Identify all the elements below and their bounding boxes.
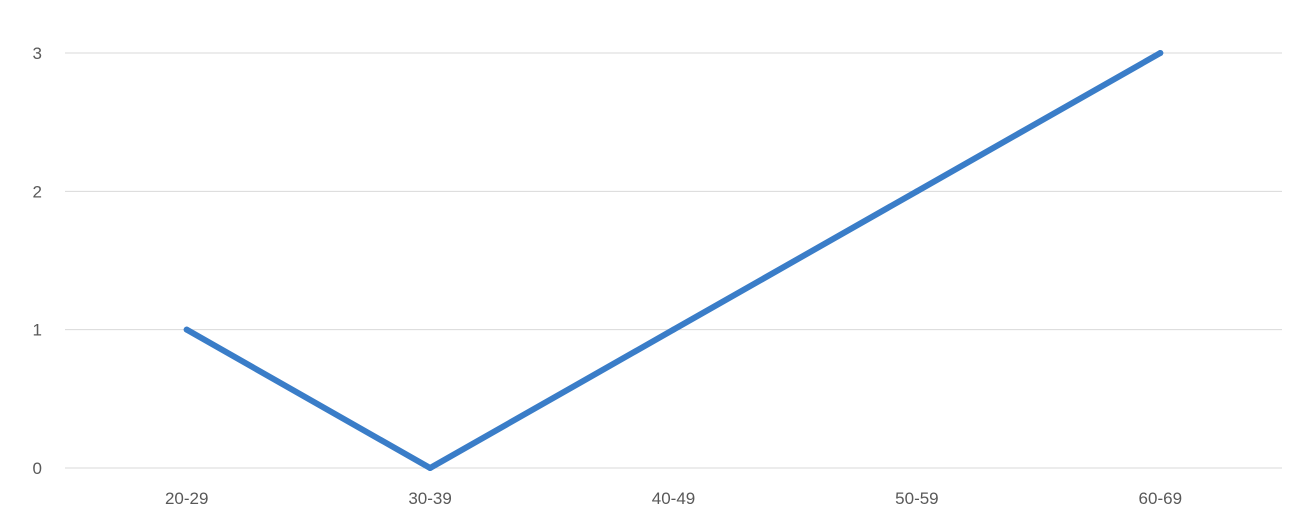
data-point [670, 326, 677, 333]
series-group [183, 50, 1164, 471]
x-axis: 20-29 30-39 40-49 50-59 60-69 [165, 489, 1182, 508]
y-tick-label: 3 [33, 44, 42, 63]
y-axis: 0 1 2 3 [33, 44, 42, 478]
y-tick-label: 0 [33, 459, 42, 478]
gridlines [65, 52, 1282, 469]
series-line [183, 50, 1164, 471]
x-tick-label: 50-59 [895, 489, 938, 508]
data-point [183, 326, 190, 333]
data-point [1157, 50, 1164, 56]
x-tick-label: 20-29 [165, 489, 208, 508]
data-point [913, 188, 920, 195]
x-tick-label: 40-49 [652, 489, 695, 508]
y-tick-label: 2 [33, 182, 42, 201]
data-point [427, 465, 434, 471]
x-tick-label: 60-69 [1139, 489, 1182, 508]
y-tick-label: 1 [33, 321, 42, 340]
x-tick-label: 30-39 [408, 489, 451, 508]
